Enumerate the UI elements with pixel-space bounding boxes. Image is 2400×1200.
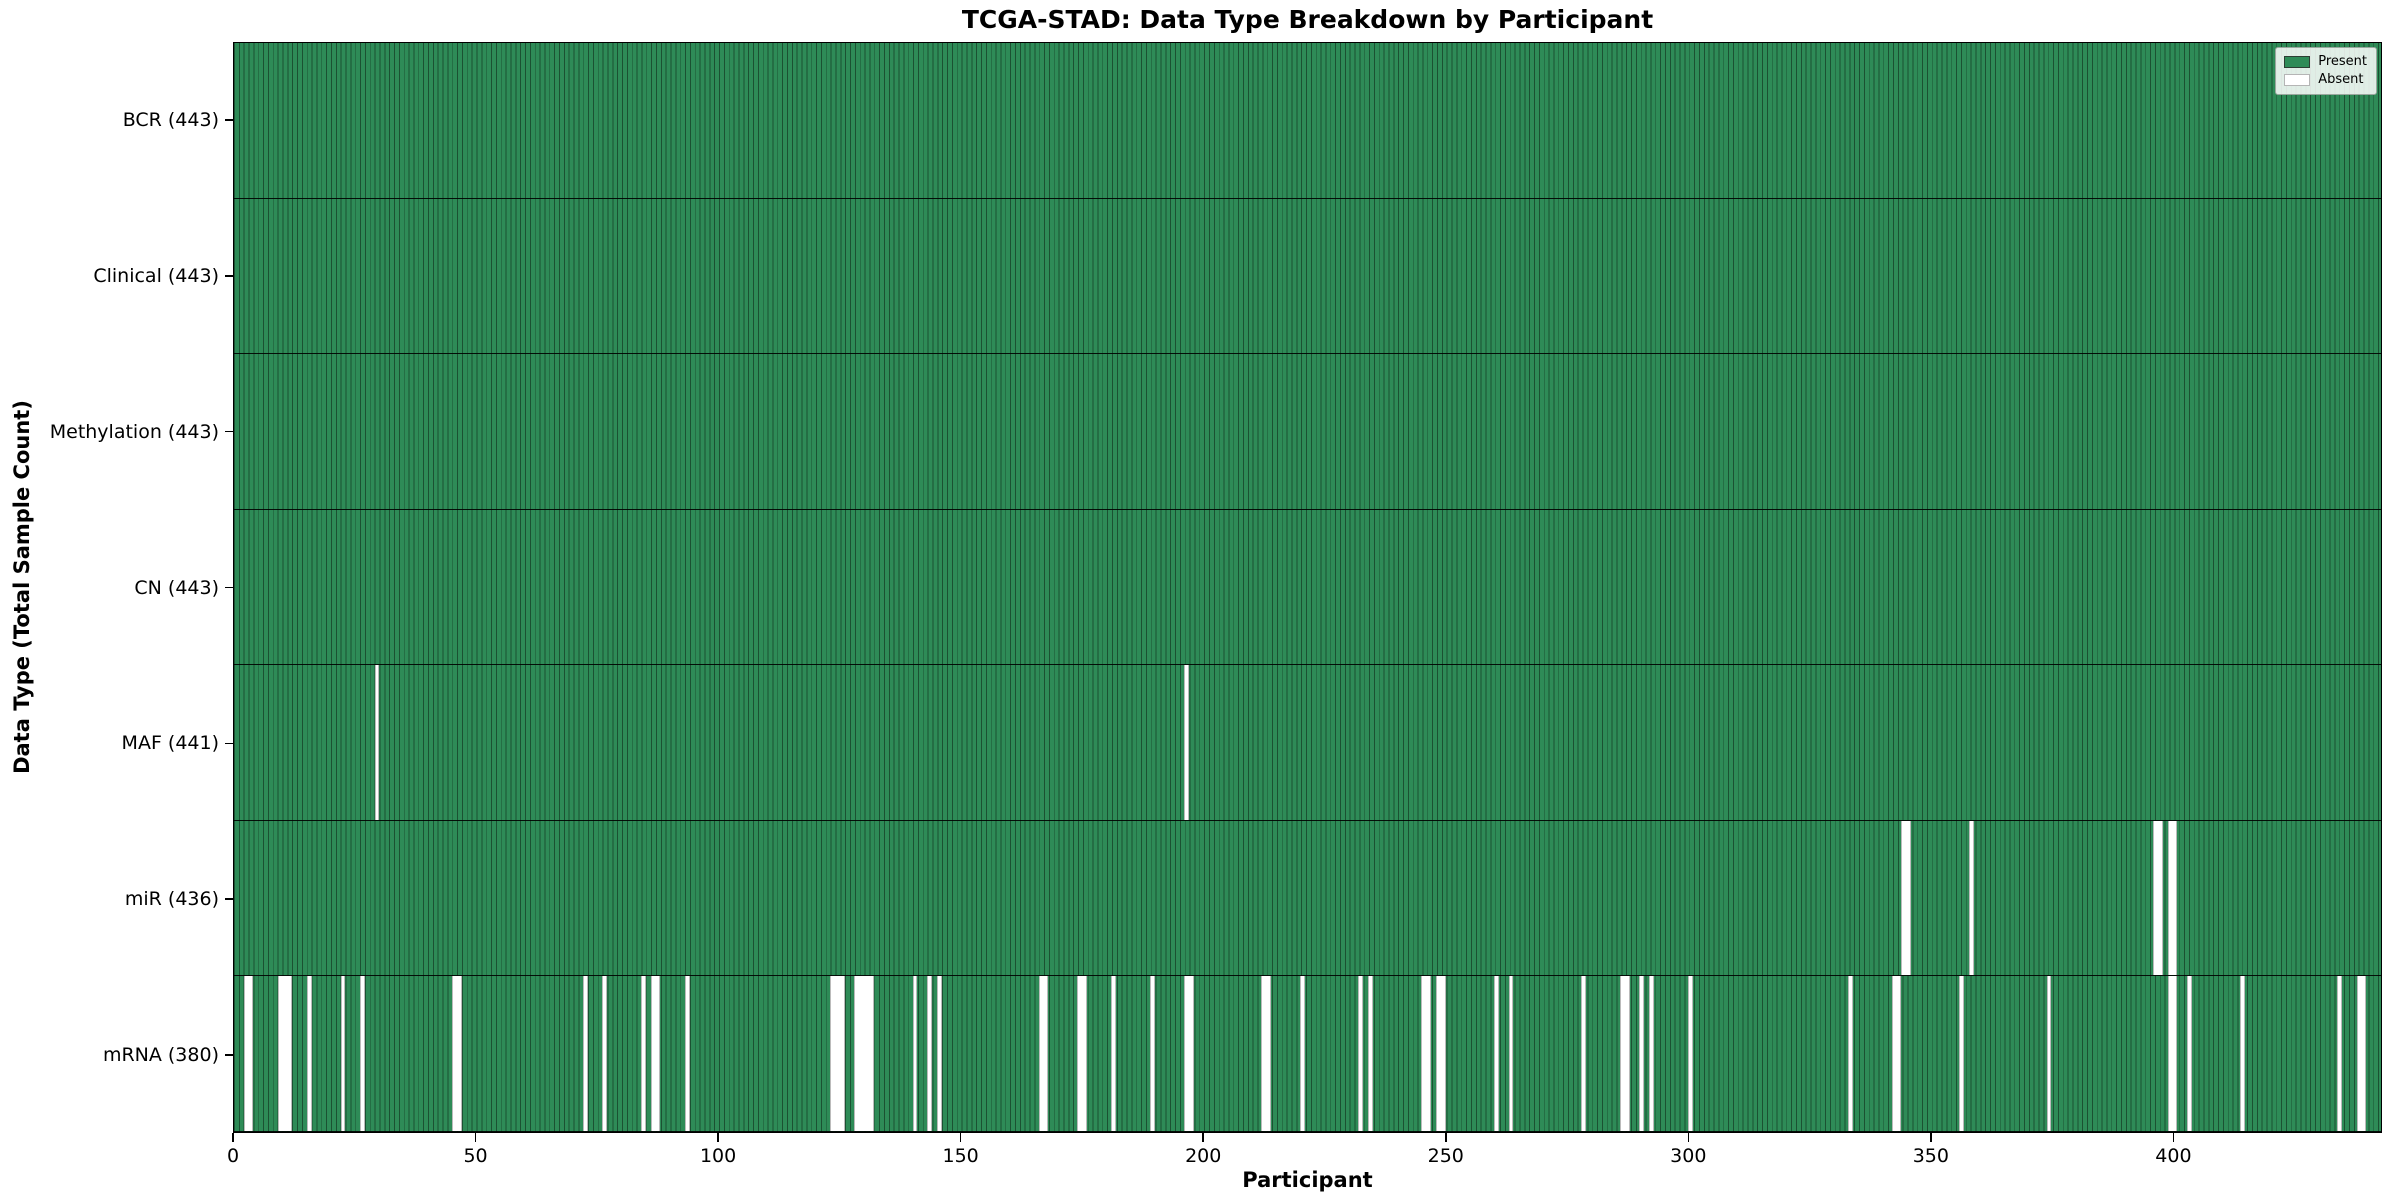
y-tick-mark [225,742,233,745]
x-tick-mark [1444,1133,1447,1142]
x-tick-label-200: 200 [1185,1145,1222,1167]
absent-bar [912,976,918,1132]
legend-entry-absent: Absent [2284,71,2367,89]
absent-bar [374,665,380,820]
absent-bar [1620,976,1630,1132]
absent-bar [2153,820,2163,976]
absent-bar [243,976,254,1132]
legend-entry-present: Present [2284,53,2367,71]
absent-bar [277,976,293,1132]
x-tick-label-0: 0 [226,1145,240,1167]
absent-bar [650,976,661,1132]
row-MAF [234,665,2381,821]
chart-title: TCGA-STAD: Data Type Breakdown by Partic… [961,5,1654,34]
absent-bar [452,976,462,1132]
legend-present-swatch [2284,56,2311,68]
y-tick-label-MAF: MAF (441) [121,732,219,755]
row-miR [234,820,2381,977]
y-tick-label-mRNA: mRNA (380) [102,1044,219,1067]
absent-bar [1959,976,1965,1132]
absent-bar [1421,976,1432,1132]
absent-bar [1901,820,1911,976]
absent-bar [1368,976,1373,1132]
y-tick-mark [225,586,233,589]
x-tick-mark [1202,1133,1204,1142]
x-tick-label-300: 300 [1670,1145,1707,1167]
absent-bar [2167,976,2178,1132]
x-tick-mark [1930,1133,1932,1142]
x-tick-label-250: 250 [1427,1145,1464,1167]
absent-bar [684,976,690,1132]
absent-bar [360,976,365,1132]
x-tick-label-50: 50 [463,1145,488,1167]
x-tick-label-350: 350 [1912,1145,1949,1167]
row-Clinical [234,198,2381,355]
absent-bar [340,976,346,1132]
absent-bar [830,976,845,1132]
x-tick-label-150: 150 [942,1145,979,1167]
x-tick-label-400: 400 [2155,1145,2192,1167]
legend: Present Absent [2275,47,2377,95]
absent-bar [1687,976,1693,1132]
absent-bar [2356,976,2367,1132]
absent-bar [582,976,588,1132]
y-tick-label-Clinical: Clinical (443) [93,264,219,287]
absent-bar [1300,976,1306,1132]
y-tick-label-BCR: BCR (443) [122,108,219,131]
absent-bar [2046,976,2052,1132]
absent-bar [306,976,312,1132]
absent-bar [1847,976,1853,1132]
row-BCR [234,43,2381,199]
y-tick-mark [225,430,233,433]
absent-bar [1261,976,1272,1132]
absent-bar [1183,976,1194,1132]
absent-bar [2167,820,2178,976]
absent-bar [1508,976,1514,1132]
absent-bar [602,976,608,1132]
x-axis-title: Participant [1242,1168,1373,1192]
y-tick-mark [225,1054,233,1056]
x-tick-label-100: 100 [699,1145,737,1167]
legend-absent-swatch [2284,74,2311,86]
x-tick-mark [232,1133,234,1142]
legend-absent-label: Absent [2318,72,2364,87]
absent-bar [641,976,646,1132]
y-tick-label-miR: miR (436) [124,888,219,911]
absent-bar [1149,976,1155,1132]
absent-bar [1891,976,1902,1132]
y-tick-mark [225,898,233,900]
absent-bar [1581,976,1587,1132]
absent-bar [1358,976,1364,1132]
x-tick-mark [474,1133,477,1142]
row-CN [234,509,2381,666]
absent-bar [927,976,932,1132]
x-tick-mark [1687,1133,1690,1142]
y-tick-label-CN: CN (443) [134,576,219,599]
absent-bar [1111,976,1117,1132]
x-tick-mark [959,1133,962,1142]
absent-bar [854,976,874,1132]
absent-bar [2187,976,2192,1132]
x-tick-mark [717,1133,719,1142]
row-Methylation [234,354,2381,510]
absent-bar [936,976,942,1132]
absent-bar [1435,976,1446,1132]
absent-bar [1183,665,1189,820]
legend-present-label: Present [2318,54,2367,69]
absent-bar [2337,976,2343,1132]
y-tick-mark [225,274,233,277]
absent-bar [1969,820,1974,976]
y-tick-label-Methylation: Methylation (443) [49,420,219,443]
y-tick-mark [225,119,233,121]
absent-bar [1649,976,1655,1132]
plot-area: Present Absent [233,42,2382,1133]
absent-bar [1038,976,1049,1132]
absent-bar [2240,976,2246,1132]
absent-bar [1077,976,1087,1132]
x-tick-mark [2172,1133,2175,1142]
row-mRNA [234,976,2381,1133]
absent-bar [1639,976,1645,1132]
absent-bar [1494,976,1499,1132]
